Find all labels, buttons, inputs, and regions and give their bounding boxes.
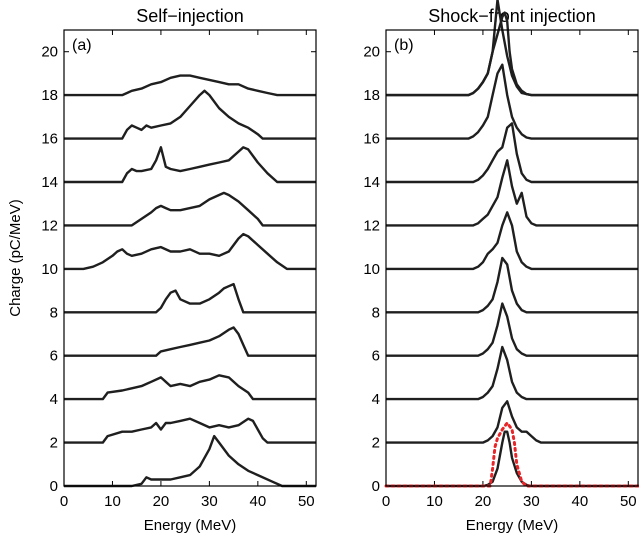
panel-a-title: Self−injection — [136, 6, 244, 26]
x-tick-label-a: 10 — [104, 493, 121, 510]
y-tick-label-a: 4 — [50, 391, 58, 408]
fit-dotted-b — [384, 420, 639, 488]
x-tick-label-a: 40 — [250, 493, 267, 510]
y-tick-label-b: 2 — [372, 435, 380, 452]
x-axis-label-a: Energy (MeV) — [144, 517, 237, 534]
y-axis-label-a: Charge (pC/MeV) — [7, 199, 24, 317]
spectrum-a-offset-2 — [64, 417, 316, 444]
spectrum-a-offset-0 — [64, 434, 316, 488]
y-tick-label-a: 20 — [41, 44, 58, 61]
panel-b-title: Shock−front injection — [428, 6, 596, 26]
y-tick-label-b: 10 — [363, 261, 380, 278]
y-tick-label-a: 6 — [50, 348, 58, 365]
y-tick-label-a: 16 — [41, 131, 58, 148]
panel-label-a: (a) — [72, 37, 92, 54]
spectrum-a-offset-6 — [64, 326, 316, 357]
y-tick-label-a: 18 — [41, 87, 58, 104]
y-tick-label-b: 14 — [363, 174, 380, 191]
spectrum-a-offset-12 — [64, 191, 316, 227]
spectrum-b-offset-0 — [386, 430, 638, 488]
spectrum-a-offset-10 — [64, 232, 316, 271]
y-tick-label-b: 4 — [372, 391, 380, 408]
spectrum-a-offset-16 — [64, 89, 316, 140]
y-tick-label-b: 18 — [363, 87, 380, 104]
spectrum-b-offset-18 — [386, 11, 638, 97]
x-tick-label-a: 30 — [201, 493, 218, 510]
y-tick-label-b: 20 — [363, 44, 380, 61]
x-tick-label-b: 20 — [475, 493, 492, 510]
y-tick-label-a: 2 — [50, 435, 58, 452]
y-tick-label-a: 0 — [50, 478, 58, 495]
y-tick-label-a: 10 — [41, 261, 58, 278]
x-axis-label-b: Energy (MeV) — [466, 517, 559, 534]
spectrum-b-offset-16 — [386, 63, 638, 140]
y-tick-label-a: 8 — [50, 304, 58, 321]
spectrum-b-offset-14 — [386, 122, 638, 184]
y-tick-label-b: 8 — [372, 304, 380, 321]
spectrum-a-offset-14 — [64, 146, 316, 184]
y-tick-label-a: 14 — [41, 174, 58, 191]
x-tick-label-a: 0 — [60, 493, 68, 510]
axes-box-a — [63, 29, 317, 487]
spectrum-a-offset-8 — [64, 282, 316, 314]
spectrum-b-offset-10 — [386, 211, 638, 271]
axes-box-b — [385, 29, 639, 487]
y-tick-label-b: 16 — [363, 131, 380, 148]
x-tick-label-b: 50 — [620, 493, 637, 510]
spectrum-b-offset-8 — [386, 256, 638, 314]
y-tick-label-b: 0 — [372, 478, 380, 495]
y-tick-label-b: 6 — [372, 348, 380, 365]
y-tick-label-b: 12 — [363, 217, 380, 234]
spectrum-b-offset-4 — [386, 345, 638, 401]
x-tick-label-a: 50 — [298, 493, 315, 510]
x-tick-label-b: 30 — [523, 493, 540, 510]
y-tick-label-a: 12 — [41, 217, 58, 234]
spectrum-b-offset-2 — [386, 400, 638, 444]
spectrum-b-offset-6 — [386, 302, 638, 357]
panel-label-b: (b) — [394, 37, 414, 54]
spectrum-b-offset-12 — [386, 159, 638, 227]
spectrum-a-offset-18 — [64, 74, 316, 97]
spectrum-a-offset-4 — [64, 374, 316, 401]
x-tick-label-b: 0 — [382, 493, 390, 510]
x-tick-label-b: 40 — [572, 493, 589, 510]
x-tick-label-a: 20 — [153, 493, 170, 510]
x-tick-label-b: 10 — [426, 493, 443, 510]
